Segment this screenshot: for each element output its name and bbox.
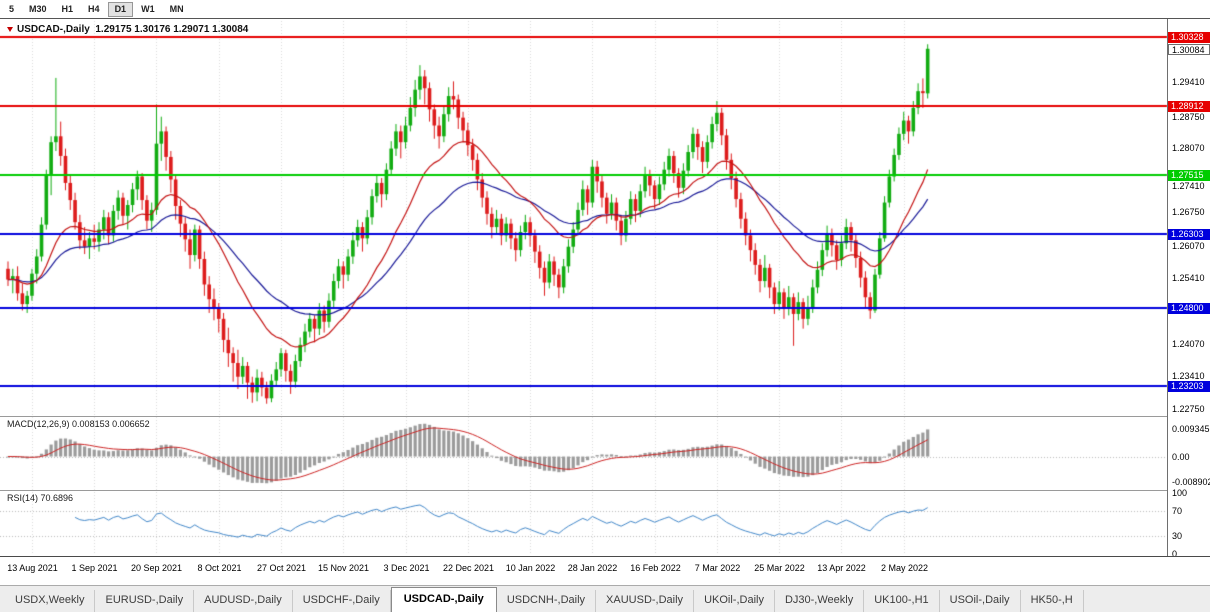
tab-usoil-daily[interactable]: USOil-,Daily — [940, 590, 1021, 612]
x-axis-label: 7 Mar 2022 — [694, 563, 741, 573]
price-level-badge: 1.30328 — [1168, 31, 1210, 43]
x-axis-label: 22 Dec 2021 — [442, 563, 495, 573]
timeframe-button-5[interactable]: 5 — [9, 3, 15, 14]
y-axis-label: 1.27410 — [1172, 180, 1205, 191]
chart-tab-bar: USDX,Weekly EURUSD-,Daily AUDUSD-,Daily USD… — [0, 585, 1210, 612]
tab-audusd-daily[interactable]: AUDUSD-,Daily — [194, 590, 293, 612]
ohlc-high: 1.30176 — [134, 24, 171, 35]
rsi-value: 70.6896 — [40, 493, 74, 503]
x-axis-label: 20 Sep 2021 — [130, 563, 183, 573]
y-axis-label: 1.22750 — [1172, 403, 1205, 414]
price-level-badge: 1.24800 — [1168, 303, 1210, 315]
chart-symbol-label: USDCAD-,Daily — [17, 24, 90, 35]
x-axis-label: 8 Oct 2021 — [197, 563, 242, 573]
macd-axis-label: 0.00 — [1172, 451, 1190, 462]
price-level-badge: 1.23203 — [1168, 381, 1210, 393]
y-axis-label: 1.28070 — [1172, 142, 1205, 153]
tab-usdcnh-daily[interactable]: USDCNH-,Daily — [497, 590, 597, 612]
chart-window[interactable]: USDCAD-,Daily 1.29175 1.30176 1.29071 1.… — [0, 18, 1210, 585]
rsi-pane-splitter[interactable] — [0, 490, 1210, 491]
current-price-badge: 1.30084 — [1168, 43, 1210, 55]
rsi-axis-label: 30 — [1172, 530, 1183, 541]
rsi-axis-label: 0 — [1172, 549, 1178, 559]
x-axis-label: 28 Jan 2022 — [567, 563, 618, 573]
chart-title: USDCAD-,Daily 1.29175 1.30176 1.29071 1.… — [7, 24, 248, 35]
ohlc-close: 1.30084 — [212, 24, 249, 35]
tab-xauusd-daily[interactable]: XAUUSD-,Daily — [596, 590, 695, 612]
x-axis-label: 1 Sep 2021 — [71, 563, 118, 573]
rsi-indicator-label: RSI(14) 70.6896 — [7, 493, 74, 503]
y-axis-label: 1.25410 — [1172, 273, 1205, 284]
y-axis-label: 1.26070 — [1172, 240, 1205, 251]
price-axis[interactable]: 1.30328 1.28912 1.27515 1.26303 1.24800 1.232… — [1167, 19, 1210, 559]
chart-symbol-icon — [7, 27, 13, 32]
tab-dj30-weekly[interactable]: DJ30-,Weekly — [775, 590, 865, 612]
x-axis-label: 27 Oct 2021 — [256, 563, 307, 573]
timeframe-button-h4[interactable]: H4 — [88, 3, 100, 14]
macd-value: 0.008153 — [72, 419, 110, 429]
y-axis-label: 1.23410 — [1172, 371, 1205, 382]
rsi-axis-label: 70 — [1172, 506, 1183, 517]
price-level-badge: 1.28912 — [1168, 101, 1210, 113]
y-axis-label: 1.29410 — [1172, 76, 1205, 87]
price-level-badge: 1.27515 — [1168, 169, 1210, 181]
timeframe-toolbar: 5 M30 H1 H4 D1 W1 MN — [0, 0, 1210, 18]
x-axis-label: 15 Nov 2021 — [317, 563, 370, 573]
macd-signal-value: 0.006652 — [112, 419, 150, 429]
y-axis-label: 1.28750 — [1172, 112, 1205, 123]
y-axis-label: 1.24070 — [1172, 338, 1205, 349]
rsi-axis-label: 100 — [1172, 488, 1188, 498]
macd-axis-label: -0.008902 — [1172, 477, 1210, 487]
time-axis[interactable]: 13 Aug 2021 1 Sep 2021 20 Sep 2021 8 Oct 20… — [0, 556, 1210, 585]
ohlc-low: 1.29071 — [173, 24, 210, 35]
tab-usdchf-daily[interactable]: USDCHF-,Daily — [293, 590, 391, 612]
x-axis-label: 2 May 2022 — [880, 563, 929, 573]
macd-indicator-label: MACD(12,26,9) 0.008153 0.006652 — [7, 419, 150, 429]
tab-eurusd-daily[interactable]: EURUSD-,Daily — [95, 590, 195, 612]
timeframe-button-h1[interactable]: H1 — [61, 3, 74, 14]
x-axis-label: 13 Aug 2021 — [7, 563, 58, 573]
x-axis-label: 16 Feb 2022 — [630, 563, 681, 573]
tab-hk50-h[interactable]: HK50-,H — [1021, 590, 1084, 612]
x-axis-label: 13 Apr 2022 — [817, 563, 866, 573]
y-axis-label: 1.26750 — [1172, 207, 1205, 218]
x-axis-label: 25 Mar 2022 — [754, 563, 805, 573]
tab-usdcad-daily[interactable]: USDCAD-,Daily — [390, 587, 497, 612]
tab-uk100-h1[interactable]: UK100-,H1 — [864, 590, 940, 612]
tab-ukoil-daily[interactable]: UKOil-,Daily — [694, 590, 775, 612]
macd-axis-label: 0.009345 — [1172, 424, 1210, 435]
price-level-badge: 1.26303 — [1168, 229, 1210, 241]
macd-pane-splitter[interactable] — [0, 416, 1210, 417]
price-chart-canvas[interactable] — [0, 19, 1210, 556]
x-axis-label: 10 Jan 2022 — [505, 563, 556, 573]
ohlc-open: 1.29175 — [95, 24, 132, 35]
x-axis-label: 3 Dec 2021 — [383, 563, 430, 573]
tab-usdx-weekly[interactable]: USDX,Weekly — [5, 590, 96, 612]
timeframe-button-mn[interactable]: MN — [169, 3, 184, 14]
timeframe-button-d1[interactable]: D1 — [107, 1, 134, 17]
timeframe-button-m30[interactable]: M30 — [29, 3, 47, 14]
timeframe-button-w1[interactable]: W1 — [141, 3, 155, 14]
